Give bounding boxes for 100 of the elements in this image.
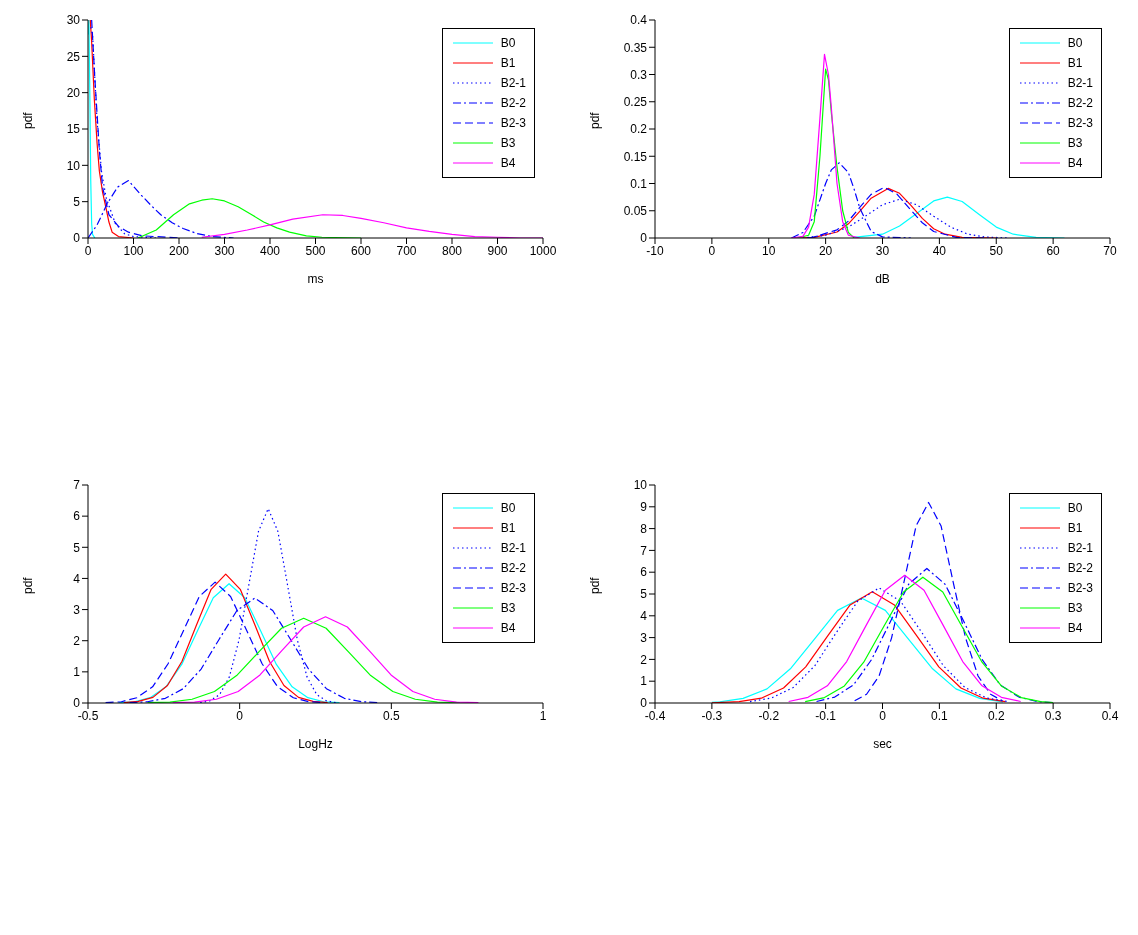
y-tick-label: 5 (73, 194, 81, 209)
x-tick-label: 0 (879, 708, 887, 723)
y-tick-label: 9 (640, 500, 648, 515)
x-tick-label: 1000 (529, 243, 557, 258)
y-tick-label: 4 (73, 571, 81, 586)
y-tick-label: 6 (73, 509, 81, 524)
legend-label: B3 (500, 136, 516, 150)
y-tick-label: 1 (73, 665, 81, 680)
y-tick-label: 0.1 (630, 176, 648, 191)
y-tick-label: 2 (73, 633, 81, 648)
y-tick-label: 0 (640, 696, 648, 711)
y-tick-label: 4 (640, 609, 648, 624)
legend-label: B0 (500, 501, 516, 515)
legend-label: B3 (1067, 601, 1083, 615)
y-axis-title: pdf (588, 576, 603, 594)
y-axis-title: pdf (588, 111, 603, 129)
y-tick-label: 20 (66, 85, 81, 100)
legend-label: B2-2 (1067, 561, 1093, 575)
legend-label: B2-1 (1067, 76, 1093, 90)
y-tick-label: 10 (66, 158, 81, 173)
y-tick-label: 2 (640, 652, 648, 667)
legend-label: B0 (1067, 36, 1083, 50)
y-tick-label: 25 (66, 49, 81, 64)
legend-label: B1 (500, 521, 516, 535)
y-tick-label: 7 (640, 543, 648, 558)
legend-label: B4 (500, 621, 516, 635)
x-tick-label: 0 (84, 243, 92, 258)
x-tick-label: 1 (539, 708, 547, 723)
legend-label: B2-2 (500, 561, 526, 575)
legend-label: B4 (500, 156, 516, 170)
x-tick-label: 800 (441, 243, 463, 258)
x-tick-label: 0.4 (1101, 708, 1119, 723)
x-tick-label: 100 (123, 243, 144, 258)
y-tick-label: 7 (73, 478, 81, 493)
x-tick-label: 700 (396, 243, 417, 258)
x-tick-label: 200 (168, 243, 190, 258)
y-axis-title: pdf (21, 111, 36, 129)
x-tick-label: 600 (350, 243, 372, 258)
x-axis-title: sec (873, 737, 892, 751)
x-tick-label: 0.2 (987, 708, 1005, 723)
y-tick-label: 0.35 (623, 40, 648, 55)
y-tick-label: 0 (73, 231, 81, 246)
x-tick-label: -0.2 (758, 708, 780, 723)
x-tick-label: 900 (487, 243, 508, 258)
y-tick-label: 0.05 (623, 204, 648, 219)
y-tick-label: 6 (640, 565, 648, 580)
legend-label: B2-1 (500, 541, 526, 555)
x-tick-label: 30 (875, 243, 890, 258)
y-tick-label: 5 (640, 587, 648, 602)
x-tick-label: 0.3 (1044, 708, 1062, 723)
legend-label: B2-3 (1067, 116, 1093, 130)
legend-label: B2-2 (500, 96, 526, 110)
legend-label: B1 (500, 56, 516, 70)
legend-label: B2-1 (1067, 541, 1093, 555)
y-tick-label: 0.15 (623, 149, 648, 164)
legend-label: B2-2 (1067, 96, 1093, 110)
x-tick-label: 50 (989, 243, 1004, 258)
x-tick-label: 20 (818, 243, 833, 258)
x-tick-label: 0 (708, 243, 716, 258)
y-tick-label: 0 (640, 231, 648, 246)
x-tick-label: -10 (646, 243, 664, 258)
legend-label: B2-1 (500, 76, 526, 90)
legend-label: B3 (500, 601, 516, 615)
x-axis-title: ms (307, 272, 324, 286)
y-tick-label: 0.4 (630, 13, 648, 28)
x-axis-title: dB (875, 272, 890, 286)
x-tick-label: -0.3 (701, 708, 723, 723)
legend-label: B1 (1067, 56, 1083, 70)
y-tick-label: 3 (73, 602, 81, 617)
y-tick-label: 3 (640, 630, 648, 645)
x-tick-label: 500 (305, 243, 326, 258)
y-axis-title: pdf (21, 576, 36, 594)
x-tick-label: 10 (762, 243, 776, 258)
legend-label: B3 (1067, 136, 1083, 150)
x-axis-title: LogHz (298, 737, 333, 751)
x-tick-label: 400 (259, 243, 281, 258)
legend-label: B2-3 (1067, 581, 1093, 595)
legend-label: B0 (1067, 501, 1083, 515)
x-tick-label: 60 (1046, 243, 1061, 258)
y-tick-label: 1 (640, 674, 648, 689)
x-tick-label: 0.1 (931, 708, 949, 723)
x-tick-label: -0.5 (77, 708, 99, 723)
x-tick-label: 0.5 (382, 708, 400, 723)
y-tick-label: 30 (66, 13, 81, 28)
y-tick-label: 0.2 (630, 122, 648, 137)
y-tick-label: 0.25 (623, 95, 648, 110)
y-tick-label: 8 (640, 521, 648, 536)
y-tick-label: 10 (633, 478, 648, 493)
x-tick-label: 0 (236, 708, 244, 723)
y-tick-label: 0 (73, 696, 81, 711)
legend-label: B0 (500, 36, 516, 50)
x-tick-label: 40 (932, 243, 947, 258)
legend-label: B4 (1067, 156, 1083, 170)
y-tick-label: 0.3 (630, 67, 648, 82)
legend-label: B4 (1067, 621, 1083, 635)
x-tick-label: -0.1 (815, 708, 837, 723)
legend-label: B1 (1067, 521, 1083, 535)
x-tick-label: 300 (214, 243, 235, 258)
x-tick-label: -0.4 (644, 708, 666, 723)
y-tick-label: 5 (73, 540, 81, 555)
